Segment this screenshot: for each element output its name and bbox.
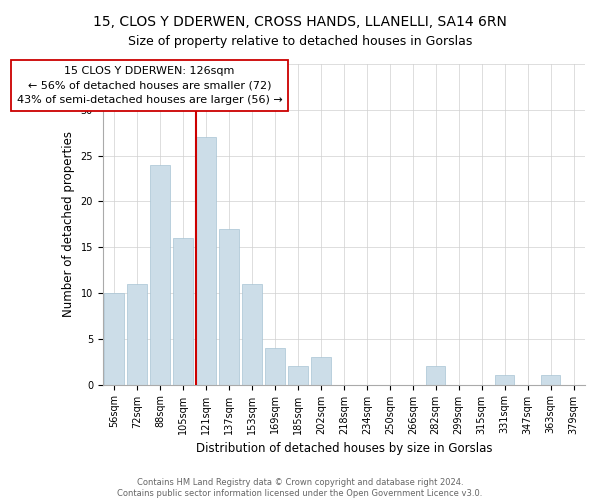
Bar: [242, 284, 262, 384]
Bar: [151, 165, 170, 384]
Text: 15, CLOS Y DDERWEN, CROSS HANDS, LLANELLI, SA14 6RN: 15, CLOS Y DDERWEN, CROSS HANDS, LLANELL…: [93, 15, 507, 29]
Bar: [220, 229, 239, 384]
Text: Size of property relative to detached houses in Gorslas: Size of property relative to detached ho…: [128, 35, 472, 48]
Bar: [173, 238, 193, 384]
Bar: [541, 376, 560, 384]
Bar: [265, 348, 285, 385]
X-axis label: Distribution of detached houses by size in Gorslas: Distribution of detached houses by size …: [196, 442, 492, 455]
Bar: [104, 293, 124, 384]
Bar: [495, 376, 514, 384]
Bar: [426, 366, 445, 384]
Text: Contains HM Land Registry data © Crown copyright and database right 2024.
Contai: Contains HM Land Registry data © Crown c…: [118, 478, 482, 498]
Bar: [288, 366, 308, 384]
Bar: [311, 357, 331, 384]
Bar: [196, 138, 216, 384]
Bar: [127, 284, 147, 384]
Y-axis label: Number of detached properties: Number of detached properties: [62, 132, 75, 318]
Text: 15 CLOS Y DDERWEN: 126sqm
← 56% of detached houses are smaller (72)
43% of semi-: 15 CLOS Y DDERWEN: 126sqm ← 56% of detac…: [17, 66, 283, 106]
